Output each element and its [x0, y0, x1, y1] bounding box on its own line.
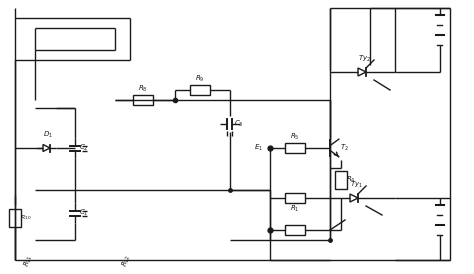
Polygon shape — [350, 194, 358, 202]
Text: $C_1$: $C_1$ — [79, 208, 89, 218]
Bar — [190, 85, 210, 95]
Bar — [285, 225, 305, 235]
Text: $R_8$: $R_8$ — [138, 84, 148, 94]
Text: $R_9$: $R_9$ — [195, 74, 205, 84]
Bar — [335, 171, 347, 189]
Text: $R_{12}$: $R_{12}$ — [120, 253, 133, 268]
Bar — [285, 193, 305, 203]
Text: $E_1$: $E_1$ — [254, 143, 263, 153]
Bar — [285, 143, 305, 153]
Polygon shape — [43, 144, 50, 152]
Text: $R_{10}$: $R_{10}$ — [20, 213, 32, 222]
Text: $Ty_1$: $Ty_1$ — [350, 180, 364, 190]
Text: $R_{11}$: $R_{11}$ — [22, 253, 35, 268]
Text: $R_1$: $R_1$ — [290, 204, 300, 214]
Polygon shape — [358, 68, 366, 76]
Text: $C_2$: $C_2$ — [79, 143, 89, 153]
Text: $D_1$: $D_1$ — [43, 130, 53, 140]
Text: $Ty_2$: $Ty_2$ — [358, 54, 372, 64]
Text: $T_2$: $T_2$ — [340, 143, 349, 153]
Text: $R_5$: $R_5$ — [290, 132, 300, 142]
Text: $R_4$: $R_4$ — [346, 175, 356, 185]
Bar — [133, 95, 153, 105]
Text: $C_3$: $C_3$ — [234, 119, 244, 129]
Bar — [9, 209, 21, 227]
